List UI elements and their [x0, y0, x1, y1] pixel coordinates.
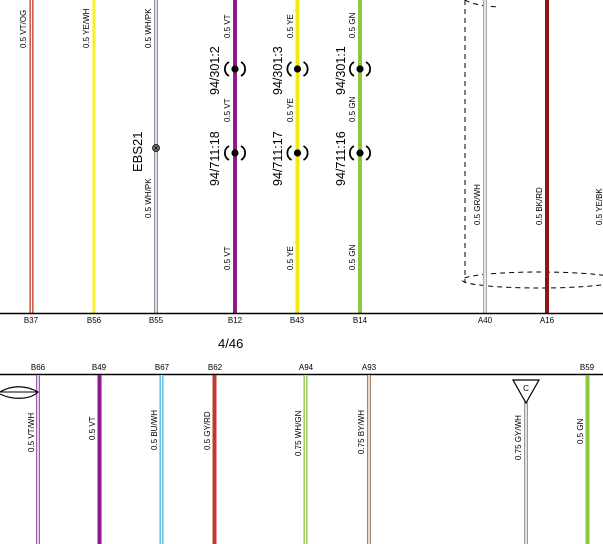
wire-b55: 0.5 WH/PK EBS21 0.5 WH/PK B55: [130, 0, 164, 325]
wire-label: 0.5 YE/BK: [595, 188, 603, 225]
pin-label: B37: [24, 316, 39, 325]
wire-b66: B66 0.5 VT/WH: [0, 363, 46, 544]
connector-label-lower: 94/711:16: [334, 131, 348, 186]
wire-label-top: 0.5 YE: [286, 14, 295, 38]
wire-label-top: 0.5 VT: [223, 14, 232, 38]
wire-b67: B67 0.5 BU/WH: [150, 363, 170, 544]
wire-label: 0.5 GY/RD: [203, 411, 212, 450]
wire-label: 0.75 WH/GN: [294, 410, 303, 456]
pin-label: A16: [540, 316, 555, 325]
wire-label-mid: 0.5 GN: [348, 96, 357, 122]
pin-label: B62: [208, 363, 223, 372]
pin-label: B56: [87, 316, 102, 325]
connector-label-lower: 94/711:18: [208, 131, 222, 186]
loop-icon: [0, 386, 39, 399]
splice-label: EBS21: [130, 132, 145, 172]
wire-label-bottom: 0.5 YE: [286, 246, 295, 270]
wire-label: 0.75 GY/WH: [514, 415, 523, 460]
pin-label: B12: [228, 316, 243, 325]
wire-b59: B59 0.5 GN: [576, 363, 595, 544]
wire-gy-wh: C 0.75 GY/WH: [511, 379, 541, 544]
wire-label: 0.5 BK/RD: [535, 187, 544, 225]
wire-a93: A93 0.75 BY/WH: [357, 363, 377, 544]
connector-icon: [223, 61, 247, 77]
pin-label: B14: [353, 316, 368, 325]
ground-label: C: [523, 384, 529, 393]
connector-label-upper: 94/301:1: [334, 46, 348, 95]
pin-label: B55: [149, 316, 164, 325]
wire-a94: A94 0.75 WH/GN: [294, 363, 314, 544]
pin-label: A93: [362, 363, 377, 372]
splice-icon: [152, 144, 160, 152]
wire-b62: B62 0.5 GY/RD: [203, 363, 223, 544]
wire-edge-right: 0.5 YE/BK: [595, 188, 603, 225]
top-section: 0.5 VT/OG B37 0.5 YE/WH B56 0.5 WH/PK EB…: [0, 0, 603, 351]
page-reference: 4/46: [218, 336, 243, 351]
pin-label: B66: [31, 363, 46, 372]
wire-label: 0.5 VT/WH: [27, 413, 36, 452]
wire-b56: 0.5 YE/WH B56: [82, 0, 102, 325]
connector-label-upper: 94/301:3: [271, 46, 285, 95]
wire-label: 0.75 BY/WH: [357, 410, 366, 454]
wire-label: 0.5 VT: [88, 416, 97, 440]
wire-a40: 0.5 GR/WH A40: [473, 0, 493, 325]
connector-icon: [348, 61, 372, 77]
shield-outline: [461, 0, 603, 289]
wire-label-bottom: 0.5 GN: [348, 244, 357, 270]
wire-b14: 0.5 GN 94/301:1 0.5 GN 94/711:16 0.5 GN …: [334, 0, 372, 325]
connector-icon: [223, 145, 247, 161]
wire-label-mid: 0.5 YE: [286, 98, 295, 122]
wire-b43: 0.5 YE 94/301:3 0.5 YE 94/711:17 0.5 YE …: [271, 0, 309, 325]
wire-a16: 0.5 BK/RD A16: [535, 0, 555, 325]
wire-label: 0.5 GR/WH: [473, 184, 482, 225]
connector-icon: [286, 61, 309, 77]
wire-b37: 0.5 VT/OG B37: [19, 0, 39, 325]
pin-label: B49: [92, 363, 107, 372]
pin-label: B67: [155, 363, 170, 372]
connector-label-upper: 94/301:2: [208, 46, 222, 95]
pin-label: A40: [478, 316, 493, 325]
wire-label-bottom: 0.5 VT: [223, 246, 232, 270]
wire-label: 0.5 YE/WH: [82, 8, 91, 48]
wire-label: 0.5 VT/OG: [19, 10, 28, 48]
connector-label-lower: 94/711:17: [271, 131, 285, 186]
bottom-section: B66 0.5 VT/WH B49 0.5 VT B67 0.5 BU/WH B…: [0, 363, 603, 544]
wire-label-top: 0.5 WH/PK: [144, 8, 153, 48]
wire-label-mid: 0.5 VT: [223, 98, 232, 122]
pin-label: B43: [290, 316, 305, 325]
wire-label: 0.5 BU/WH: [150, 410, 159, 450]
pin-label: A94: [299, 363, 314, 372]
wire-label: 0.5 GN: [576, 418, 585, 444]
connector-icon: [286, 145, 309, 161]
connector-icon: [348, 145, 372, 161]
wire-label-bottom: 0.5 WH/PK: [144, 178, 153, 218]
ground-triangle-icon: C: [511, 379, 541, 405]
wire-b12: 0.5 VT 94/301:2 0.5 VT 94/711:18 0.5 VT …: [208, 0, 247, 325]
wire-label-top: 0.5 GN: [348, 12, 357, 38]
pin-label: B59: [580, 363, 595, 372]
wire-b49: B49 0.5 VT: [88, 363, 107, 544]
